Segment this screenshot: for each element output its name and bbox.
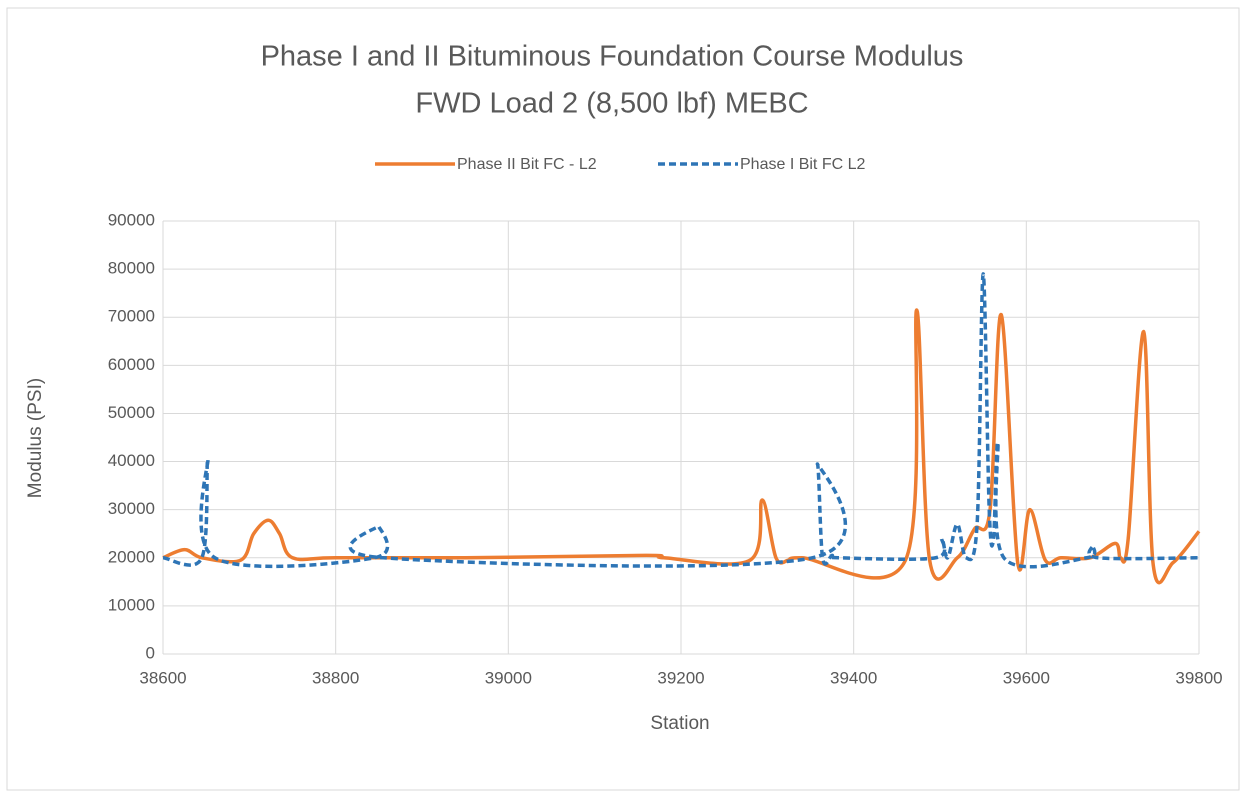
x-tick-label: 39400 [830,668,877,687]
y-tick-label: 80000 [108,259,155,278]
y-axis-title: Modulus (PSI) [25,378,46,498]
x-tick-label: 39200 [657,668,704,687]
y-tick-label: 70000 [108,307,155,326]
chart-title: Phase I and II Bituminous Foundation Cou… [261,41,964,73]
y-tick-label: 90000 [108,210,155,229]
y-tick-label: 20000 [108,547,155,566]
line-series [162,308,1201,585]
line-series [162,272,1200,569]
x-tick-label: 39600 [1003,668,1050,687]
chart-border [6,7,1240,791]
y-tick-label: 50000 [108,403,155,422]
y-tick-label: 0 [146,643,155,662]
y-tick-label: 40000 [108,451,155,470]
x-tick-label: 38800 [312,668,359,687]
x-tick-label: 38600 [139,668,186,687]
y-tick-label: 30000 [108,499,155,518]
y-tick-label: 60000 [108,355,155,374]
x-tick-label: 39800 [1175,668,1222,687]
legend-label: Phase I Bit FC L2 [740,156,865,173]
x-tick-label: 39000 [485,668,532,687]
x-axis-title: Station [650,713,709,734]
y-tick-label: 10000 [108,595,155,614]
chart-subtitle: FWD Load 2 (8,500 lbf) MEBC [415,88,808,120]
legend-label: Phase II Bit FC - L2 [457,156,597,173]
